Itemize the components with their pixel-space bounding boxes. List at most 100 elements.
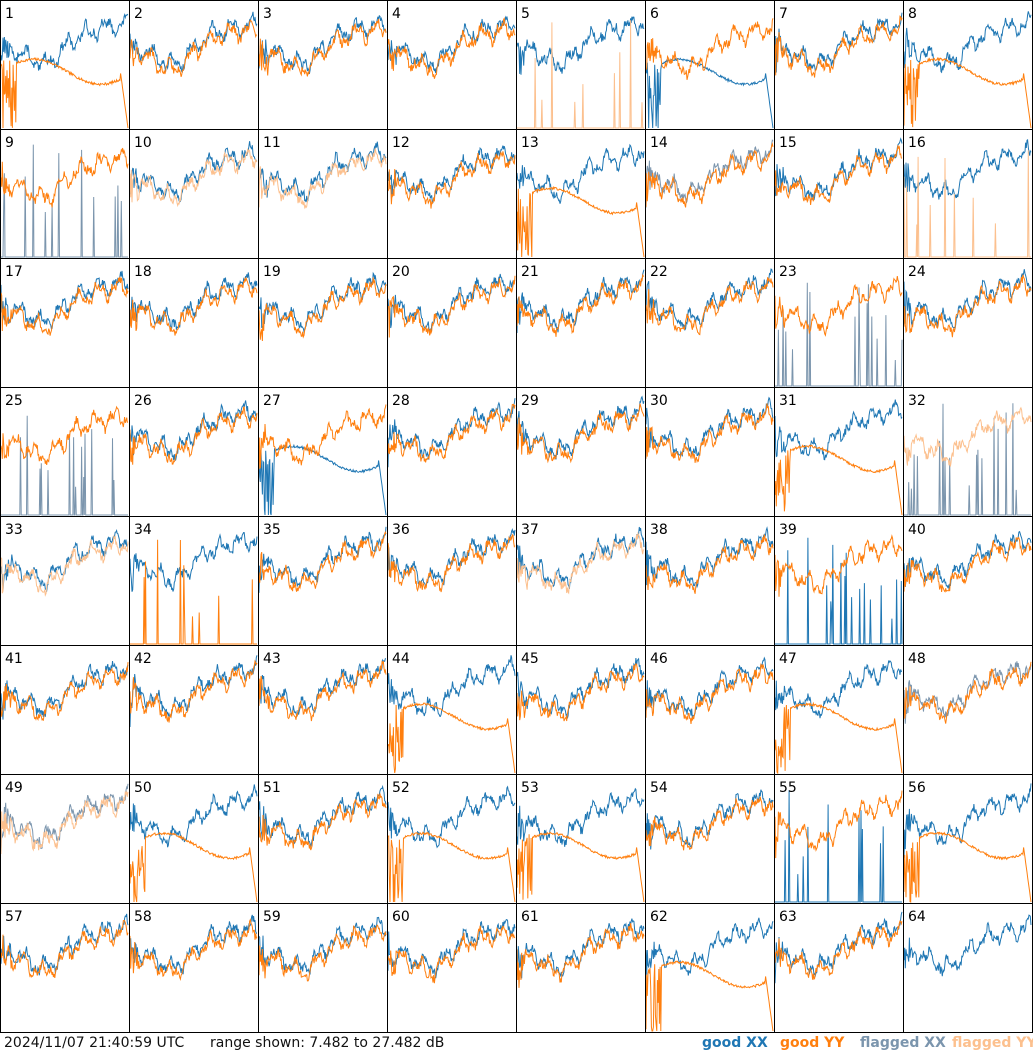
panel-label-20: 20 <box>392 264 410 280</box>
antenna-panel-54: 54 <box>645 774 775 904</box>
series-xx-7 <box>774 12 903 74</box>
series-yy-30 <box>645 403 774 464</box>
panel-label-10: 10 <box>134 135 152 151</box>
series-yy-56 <box>903 831 1032 903</box>
series-xx-40 <box>903 530 1032 590</box>
series-yy-37 <box>516 531 645 595</box>
antenna-panel-32: 32 <box>903 387 1033 517</box>
series-xx-20 <box>387 273 516 334</box>
series-xx-18 <box>129 272 258 330</box>
series-yy-11 <box>258 148 387 210</box>
series-yy-13 <box>516 185 645 258</box>
series-xx-64 <box>903 914 1032 977</box>
series-xx-42 <box>129 655 258 728</box>
series-yy-49 <box>0 790 129 855</box>
antenna-panel-18: 18 <box>129 258 259 388</box>
series-yy-48 <box>903 661 1032 724</box>
range-label: range shown: 7.482 to 27.482 dB <box>210 1035 445 1051</box>
panel-label-38: 38 <box>650 522 668 538</box>
series-yy-2 <box>129 19 258 77</box>
series-yy-8 <box>903 56 1032 129</box>
series-xx-21 <box>516 269 645 334</box>
series-yy-40 <box>903 536 1032 593</box>
panel-label-32: 32 <box>908 393 926 409</box>
panel-label-46: 46 <box>650 651 668 667</box>
series-xx-34 <box>129 531 258 592</box>
antenna-panel-37: 37 <box>516 516 646 646</box>
antenna-panel-24: 24 <box>903 258 1033 388</box>
panel-label-34: 34 <box>134 522 152 538</box>
panel-label-58: 58 <box>134 909 152 925</box>
series-yy-44 <box>387 702 516 774</box>
series-xx-23 <box>775 282 903 387</box>
panel-label-23: 23 <box>779 264 797 280</box>
series-xx-6 <box>645 57 774 129</box>
antenna-panel-56: 56 <box>903 774 1033 904</box>
legend-flagged-xx: flagged XX <box>860 1035 946 1051</box>
legend-good-xx: good XX <box>702 1035 768 1051</box>
panel-label-4: 4 <box>392 6 401 22</box>
panel-label-2: 2 <box>134 6 143 22</box>
panel-label-48: 48 <box>908 651 926 667</box>
antenna-panel-49: 49 <box>0 774 130 904</box>
antenna-panel-28: 28 <box>387 387 517 517</box>
series-xx-28 <box>387 398 516 468</box>
antenna-panel-36: 36 <box>387 516 517 646</box>
series-yy-31 <box>774 444 903 516</box>
series-xx-38 <box>645 526 774 589</box>
series-yy-32 <box>903 406 1032 467</box>
antenna-panel-26: 26 <box>129 387 259 517</box>
panel-frame-9 <box>0 129 130 259</box>
panel-frame-4 <box>387 0 517 130</box>
panel-label-59: 59 <box>263 909 281 925</box>
series-yy-6 <box>645 18 774 81</box>
series-yy-26 <box>129 406 258 465</box>
series-yy-25 <box>0 405 129 465</box>
series-yy-53 <box>516 831 645 903</box>
antenna-panel-1: 1 <box>0 0 130 130</box>
panel-label-35: 35 <box>263 522 281 538</box>
series-xx-56 <box>903 783 1032 858</box>
series-xx-35 <box>258 526 387 593</box>
panel-label-9: 9 <box>5 135 14 151</box>
series-yy-45 <box>516 662 645 722</box>
panel-label-50: 50 <box>134 780 152 796</box>
series-yy-60 <box>387 925 516 984</box>
series-yy-51 <box>258 793 387 851</box>
antenna-panel-11: 11 <box>258 129 388 259</box>
series-yy-39 <box>774 534 903 597</box>
panel-label-61: 61 <box>521 909 539 925</box>
series-yy-29 <box>516 403 645 464</box>
antenna-panel-40: 40 <box>903 516 1033 646</box>
antenna-panel-21: 21 <box>516 258 646 388</box>
series-xx-19 <box>258 271 387 334</box>
timestamp: 2024/11/07 21:40:59 UTC <box>4 1035 185 1051</box>
series-yy-28 <box>387 403 516 463</box>
series-xx-44 <box>387 655 516 718</box>
antenna-panel-59: 59 <box>258 903 388 1033</box>
series-yy-52 <box>387 831 516 903</box>
antenna-panel-55: 55 <box>774 774 904 904</box>
series-yy-63 <box>774 920 903 981</box>
series-xx-43 <box>258 658 386 719</box>
series-xx-52 <box>387 785 516 849</box>
panel-label-42: 42 <box>134 651 152 667</box>
panel-label-49: 49 <box>5 780 23 796</box>
series-yy-18 <box>129 276 258 336</box>
panel-label-15: 15 <box>779 135 797 151</box>
series-yy-33 <box>0 534 129 597</box>
panel-label-6: 6 <box>650 6 659 22</box>
series-yy-38 <box>645 534 774 594</box>
series-xx-10 <box>129 141 258 203</box>
panel-label-25: 25 <box>5 393 23 409</box>
panel-label-47: 47 <box>779 651 797 667</box>
series-yy-57 <box>0 919 129 979</box>
antenna-panel-33: 33 <box>0 516 130 646</box>
series-xx-41 <box>0 661 129 720</box>
series-xx-3 <box>258 14 387 74</box>
panel-frame-3 <box>258 0 388 130</box>
panel-label-54: 54 <box>650 780 668 796</box>
antenna-panel-52: 52 <box>387 774 517 904</box>
antenna-panel-38: 38 <box>645 516 775 646</box>
